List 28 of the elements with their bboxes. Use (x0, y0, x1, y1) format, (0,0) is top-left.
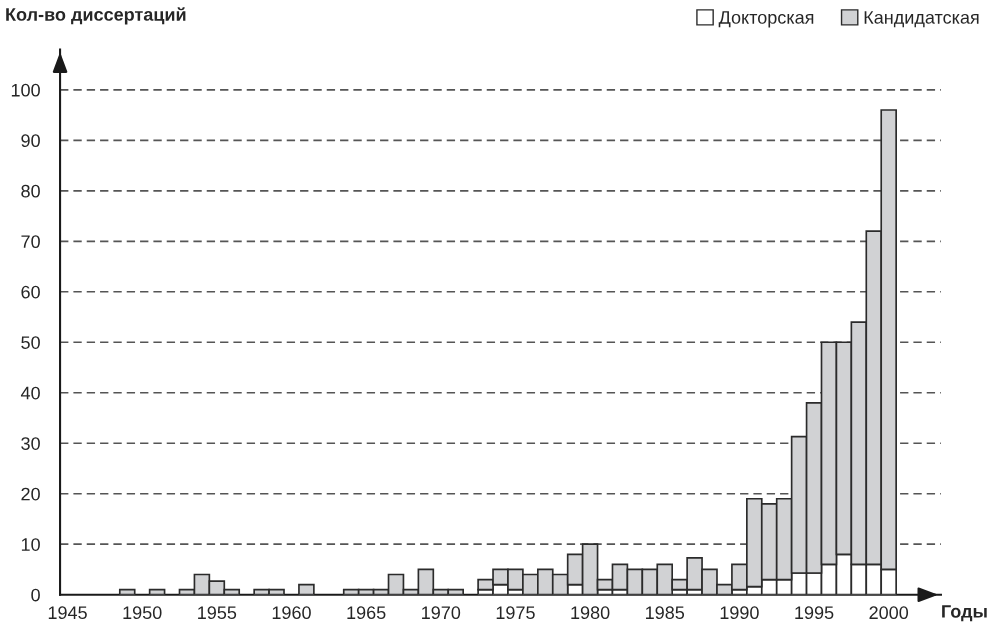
y-tick-label: 80 (21, 184, 40, 198)
y-tick-label: 40 (20, 386, 40, 400)
y-tick-label: 50 (21, 336, 40, 349)
y-tick-label: 10 (21, 538, 40, 551)
x-tick-label: 1980 (571, 606, 610, 620)
legend-label: Кандидатская (864, 11, 979, 28)
x-tick-label: 1975 (496, 606, 535, 620)
x-tick-label: 1985 (646, 606, 685, 620)
y-tick-label: 70 (21, 235, 40, 249)
bar (298, 583, 315, 595)
x-tick-label: 1965 (347, 606, 386, 620)
x-tick-label: 1995 (795, 606, 834, 620)
x-tick-label: 2000 (869, 606, 909, 620)
x-tick-label: 1960 (272, 606, 311, 620)
y-tick-label: 100 (11, 83, 40, 97)
y-tick-label: 0 (31, 588, 40, 602)
y-axis-title: Кол-во диссертаций (6, 7, 186, 25)
y-tick-label: 60 (21, 285, 40, 299)
x-axis-title: Годы (942, 605, 987, 622)
x-tick-label: 1950 (123, 606, 162, 620)
x-tick-label: 1955 (198, 606, 237, 620)
y-tick-label: 30 (21, 437, 40, 450)
x-tick-label: 1945 (48, 606, 87, 620)
x-tick-label: 1970 (422, 606, 461, 620)
x-tick-label: 1990 (720, 606, 759, 620)
legend-label: Докторская (718, 11, 814, 28)
y-tick-label: 20 (21, 487, 40, 501)
y-tick-label: 90 (21, 134, 40, 148)
